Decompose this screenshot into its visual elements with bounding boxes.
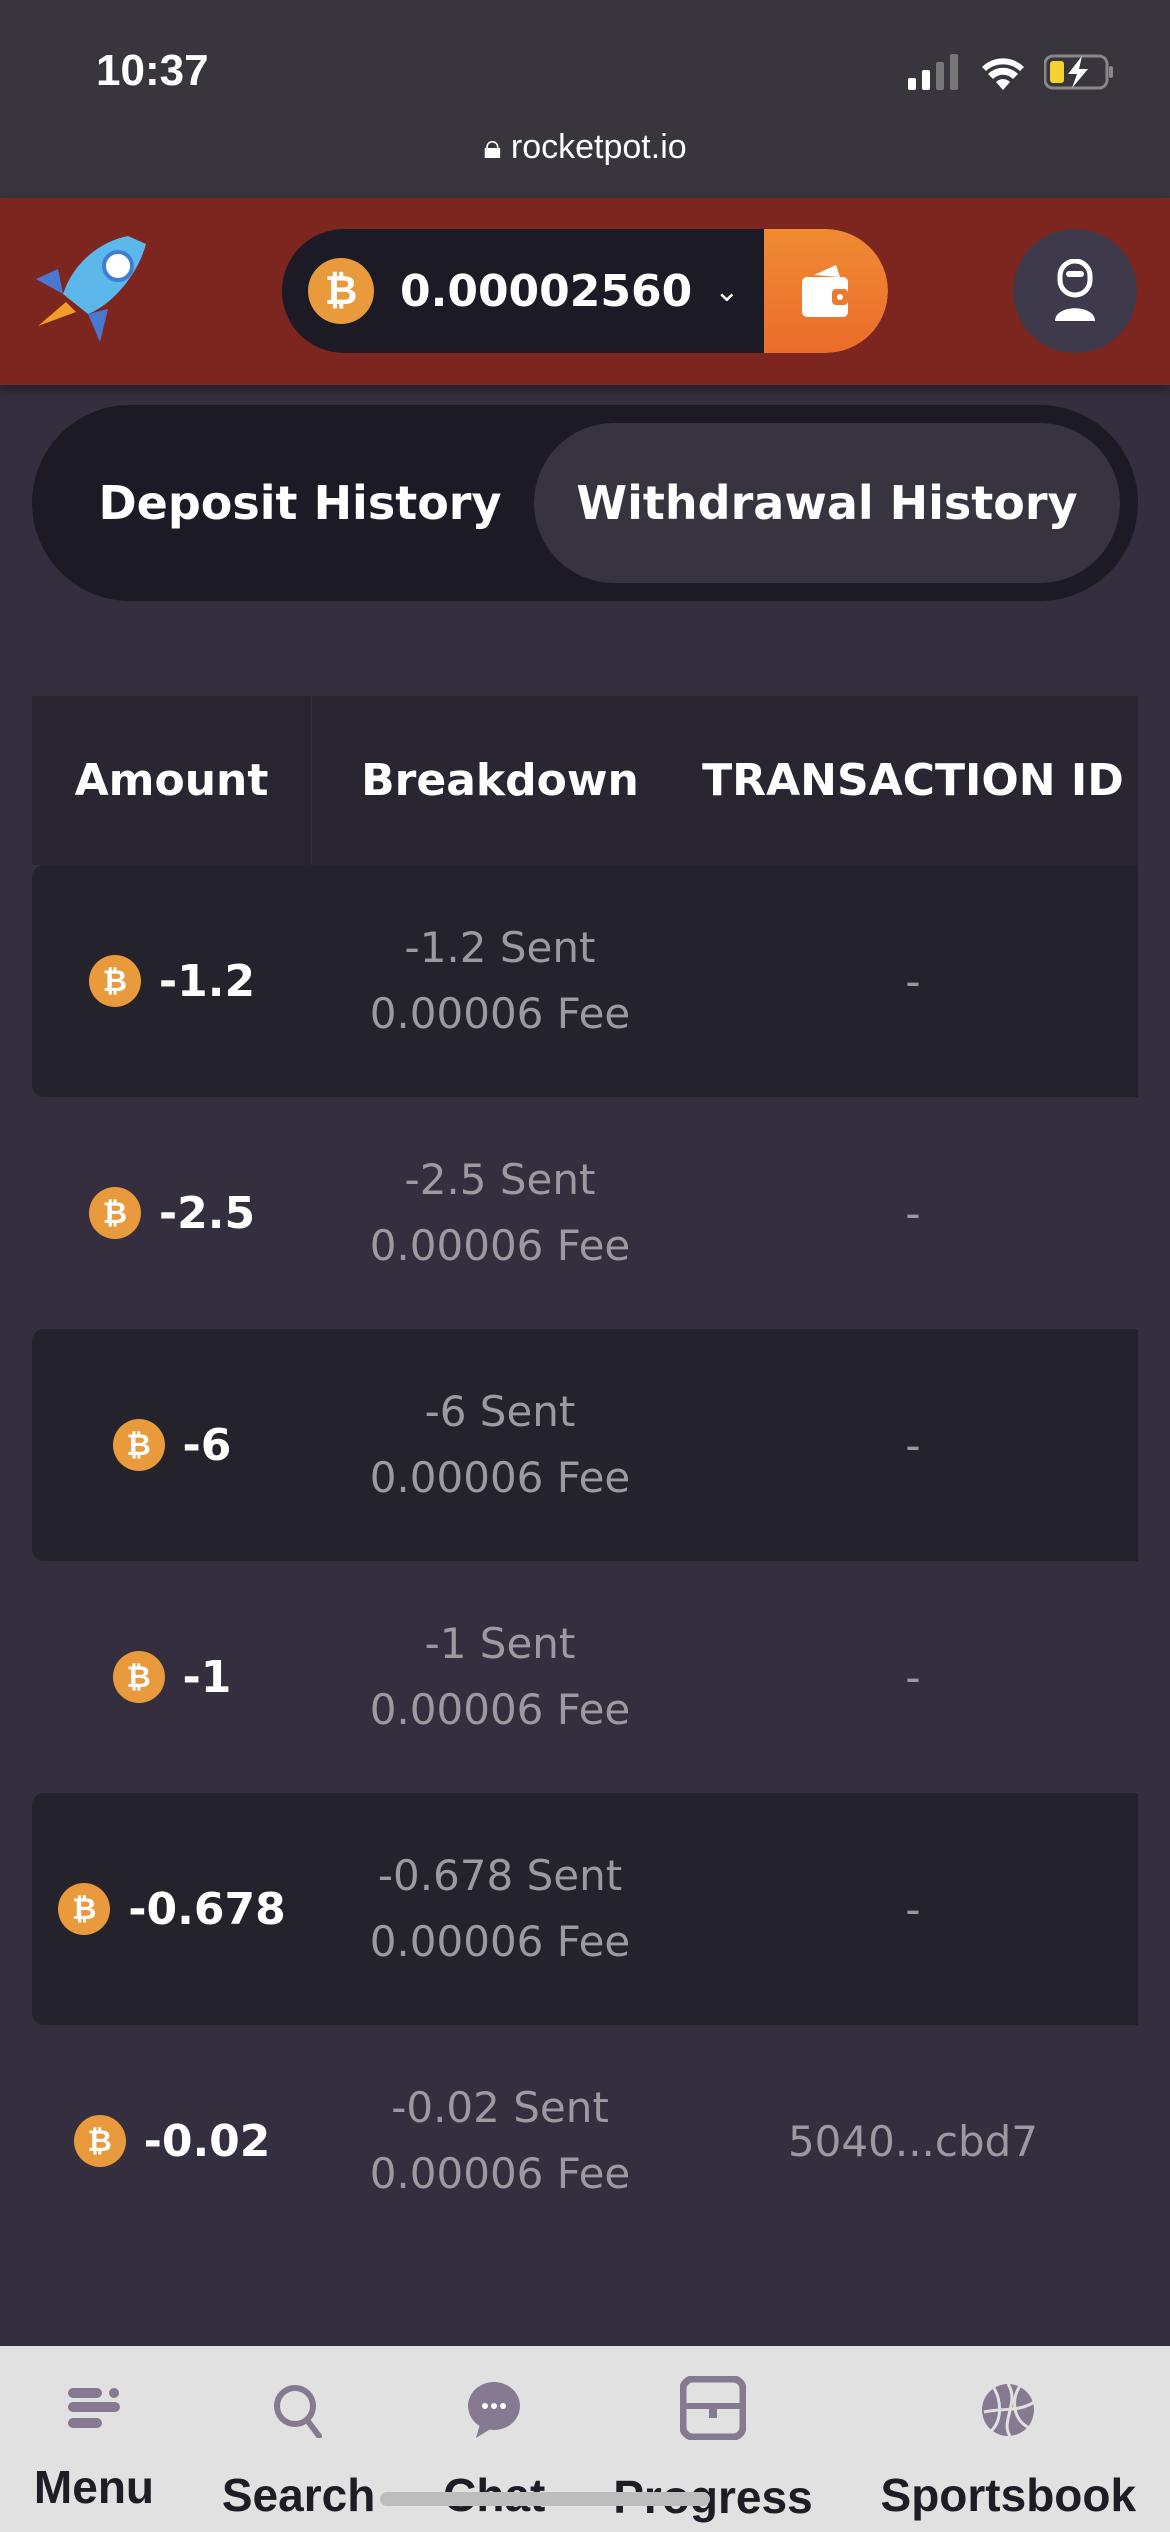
amount-cell: ₿ -0.678: [32, 1883, 312, 1935]
fee-value: 0.00006 Fee: [369, 1685, 631, 1734]
bitcoin-icon: ₿: [88, 1187, 141, 1239]
user-icon: [1055, 259, 1095, 321]
nav-menu[interactable]: Menu: [34, 2346, 154, 2532]
transaction-id: -: [905, 1652, 921, 1702]
amount-value: -6: [182, 1419, 232, 1471]
fee-value: 0.00006 Fee: [369, 2149, 631, 2198]
amount-cell: ₿ -1: [32, 1651, 312, 1703]
transaction-id: -: [905, 1420, 921, 1470]
amount-value: -1: [182, 1651, 232, 1703]
bitcoin-icon: ₿: [58, 1883, 111, 1935]
breakdown-cell: -1 Sent 0.00006 Fee: [312, 1611, 688, 1743]
battery-charging-icon: [1044, 54, 1113, 90]
amount-cell: ₿ -1.2: [32, 955, 312, 1007]
url-text: rocketpot.io: [510, 128, 687, 166]
bitcoin-icon: ₿: [112, 1651, 165, 1703]
table-row[interactable]: ₿ -1 -1 Sent 0.00006 Fee -: [32, 1561, 1138, 1793]
chevron-down-icon: ⌄: [714, 273, 740, 309]
transaction-id: -: [905, 956, 921, 1006]
fee-value: 0.00006 Fee: [369, 989, 631, 1038]
sent-value: -0.678 Sent: [377, 1851, 623, 1900]
bitcoin-icon: ₿: [308, 258, 374, 324]
amount-value: -1.2: [158, 955, 256, 1007]
balance-amount: 0.00002560: [400, 265, 693, 317]
status-bar: 10:37 🔒︎ rocketpot.io: [0, 0, 1170, 198]
transaction-id: -: [905, 1188, 921, 1238]
breakdown-cell: -1.2 Sent 0.00006 Fee: [312, 915, 688, 1047]
menu-icon: [67, 2388, 120, 2428]
table-header: Amount Breakdown TRANSACTION ID: [32, 696, 1138, 865]
rocket-logo[interactable]: [28, 234, 148, 344]
breakdown-cell: -0.02 Sent 0.00006 Fee: [312, 2075, 688, 2207]
table-row[interactable]: ₿ -0.678 -0.678 Sent 0.00006 Fee -: [32, 1793, 1138, 2025]
basketball-icon: [982, 2383, 1036, 2437]
wifi-icon: [982, 58, 1024, 90]
bitcoin-icon: ₿: [112, 1419, 165, 1471]
fee-value: 0.00006 Fee: [369, 1453, 631, 1502]
sent-value: -1 Sent: [424, 1619, 576, 1668]
table-row[interactable]: ₿ -6 -6 Sent 0.00006 Fee -: [32, 1329, 1138, 1561]
sent-value: -1.2 Sent: [404, 923, 596, 972]
chest-icon: [679, 2376, 746, 2440]
wallet-icon: [802, 265, 848, 317]
history-tabs: Deposit History Withdrawal History: [32, 405, 1138, 601]
nav-search[interactable]: Search: [222, 2346, 375, 2532]
fee-value: 0.00006 Fee: [369, 1917, 631, 1966]
lock-icon: 🔒︎: [483, 128, 502, 166]
search-icon: [273, 2385, 322, 2438]
chat-icon: [468, 2382, 521, 2438]
column-amount: Amount: [32, 696, 312, 865]
breakdown-cell: -2.5 Sent 0.00006 Fee: [312, 1147, 688, 1279]
column-transaction-id: TRANSACTION ID: [702, 755, 1124, 806]
amount-cell: ₿ -2.5: [32, 1187, 312, 1239]
breakdown-cell: -0.678 Sent 0.00006 Fee: [312, 1843, 688, 1975]
clock: 10:37: [96, 46, 209, 95]
transaction-id[interactable]: 5040...cbd7: [787, 2116, 1039, 2166]
table-row[interactable]: ₿ -1.2 -1.2 Sent 0.00006 Fee -: [32, 865, 1138, 1097]
column-breakdown: Breakdown: [361, 755, 639, 806]
home-indicator: [380, 2492, 710, 2506]
status-icons: [908, 54, 1114, 90]
nav-sportsbook[interactable]: Sportsbook: [881, 2346, 1136, 2532]
amount-value: -0.02: [143, 2115, 271, 2167]
bitcoin-icon: ₿: [88, 955, 141, 1007]
tab-withdrawal-history[interactable]: Withdrawal History: [534, 423, 1120, 583]
balance-selector[interactable]: ₿ 0.00002560 ⌄: [282, 229, 888, 353]
signal-icon: [908, 54, 958, 90]
address-bar[interactable]: 🔒︎ rocketpot.io: [0, 128, 1170, 167]
wallet-button[interactable]: [764, 229, 888, 353]
amount-value: -0.678: [128, 1883, 286, 1935]
table-row[interactable]: ₿ -0.02 -0.02 Sent 0.00006 Fee 5040...cbd7: [32, 2025, 1138, 2257]
withdrawal-table: Amount Breakdown TRANSACTION ID ₿ -1.2 -1…: [32, 696, 1138, 2257]
transaction-id: -: [905, 1884, 921, 1934]
sent-value: -6 Sent: [424, 1387, 576, 1436]
sent-value: -2.5 Sent: [404, 1155, 596, 1204]
table-row[interactable]: ₿ -2.5 -2.5 Sent 0.00006 Fee -: [32, 1097, 1138, 1329]
profile-button[interactable]: [1013, 229, 1137, 353]
bitcoin-icon: ₿: [73, 2115, 126, 2167]
fee-value: 0.00006 Fee: [369, 1221, 631, 1270]
amount-value: -2.5: [158, 1187, 256, 1239]
amount-cell: ₿ -0.02: [32, 2115, 312, 2167]
breakdown-cell: -6 Sent 0.00006 Fee: [312, 1379, 688, 1511]
sent-value: -0.02 Sent: [391, 2083, 609, 2132]
tab-deposit-history[interactable]: Deposit History: [98, 476, 502, 530]
amount-cell: ₿ -6: [32, 1419, 312, 1471]
app-header: ₿ 0.00002560 ⌄: [0, 198, 1170, 385]
